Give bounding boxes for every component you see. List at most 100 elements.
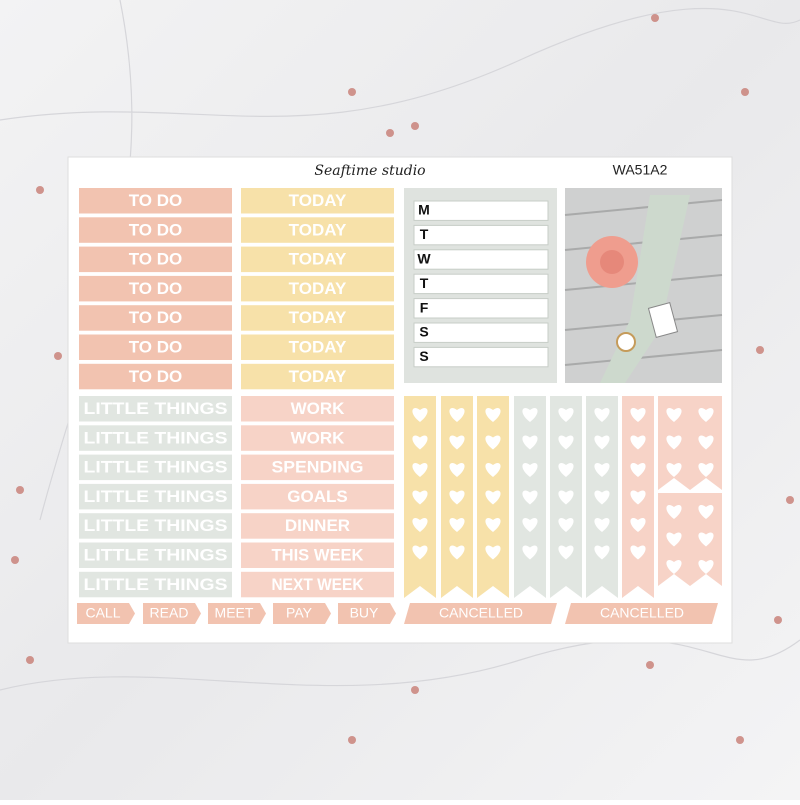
cancelled-bg — [565, 603, 718, 624]
label-text: THIS WEEK — [272, 545, 365, 564]
heart — [698, 505, 714, 519]
tab-label: READ — [150, 605, 189, 621]
heart — [594, 435, 610, 450]
label-text: WORK — [291, 428, 346, 447]
label-bg — [241, 396, 394, 422]
heart — [666, 463, 682, 477]
heart — [449, 490, 465, 505]
heart — [449, 408, 465, 422]
little-things-label-bg — [79, 396, 232, 422]
today-label: TODAY — [289, 337, 347, 356]
heart — [594, 518, 610, 532]
heart — [558, 518, 574, 532]
sparkle — [36, 186, 44, 194]
sparkle — [756, 346, 764, 354]
label-text: WORK — [291, 399, 346, 418]
weekday: T — [420, 226, 429, 242]
heart — [630, 490, 646, 505]
to-do-label-bg — [79, 246, 232, 273]
today-label: TODAY — [289, 279, 347, 298]
sparkle — [348, 736, 356, 744]
little-things-label-bg — [79, 542, 232, 568]
label-bg — [241, 542, 394, 568]
heart — [666, 560, 682, 574]
heart — [594, 545, 610, 560]
little-things-label-bg — [79, 454, 232, 481]
sparkle — [54, 352, 62, 360]
heart — [630, 463, 646, 477]
to-do-label: TO DO — [129, 367, 183, 386]
weekday: T — [420, 275, 429, 291]
weekday: S — [419, 324, 428, 340]
heart — [558, 545, 574, 560]
cancelled-label: CANCELLED — [600, 605, 684, 621]
to-do-label: TO DO — [129, 250, 183, 269]
little-things-label: LITTLE THINGS — [84, 428, 228, 447]
sparkle — [741, 88, 749, 96]
weekly-line — [413, 298, 549, 319]
little-things-label-bg — [79, 513, 232, 539]
heart — [666, 532, 682, 547]
weekly-line — [413, 273, 549, 295]
coffee-cup — [616, 332, 636, 352]
to-do-label: TO DO — [129, 191, 183, 210]
to-do-label-bg — [79, 305, 232, 331]
label-bg — [241, 513, 394, 539]
weekly-line — [413, 346, 549, 368]
sparkle — [16, 486, 24, 494]
weekday: M — [418, 202, 430, 218]
sparkle — [411, 686, 419, 694]
today-label-bg — [241, 188, 394, 214]
heart — [630, 518, 646, 532]
sparkle — [11, 556, 19, 564]
heart — [666, 408, 682, 422]
tab-label: CALL — [85, 605, 120, 621]
photo-sticker — [564, 188, 723, 383]
little-things-label: LITTLE THINGS — [84, 487, 228, 506]
label-text: SPENDING — [272, 458, 364, 477]
heart — [449, 435, 465, 450]
heart — [558, 463, 574, 477]
cancelled-label: CANCELLED — [439, 605, 523, 621]
weekday: F — [420, 299, 429, 315]
heart — [412, 463, 428, 477]
weekday: S — [419, 348, 428, 364]
heart — [485, 408, 501, 422]
today-label: TODAY — [289, 308, 347, 327]
heart — [698, 408, 714, 422]
heart — [522, 518, 538, 532]
today-label-bg — [241, 246, 394, 273]
heart — [485, 490, 501, 505]
tab-bg — [273, 603, 331, 624]
tab-bg — [338, 603, 396, 624]
to-do-label: TO DO — [129, 337, 183, 356]
heart — [449, 545, 465, 560]
weekly-line — [413, 224, 549, 246]
heart — [449, 518, 465, 532]
today-label: TODAY — [289, 250, 347, 269]
sparkle — [651, 14, 659, 22]
heart — [485, 518, 501, 532]
weekday: W — [417, 251, 431, 267]
sparkle — [786, 496, 794, 504]
today-label: TODAY — [289, 220, 347, 239]
heart — [412, 490, 428, 505]
little-things-label: LITTLE THINGS — [84, 458, 228, 477]
little-things-label: LITTLE THINGS — [84, 575, 228, 594]
little-things-label-bg — [79, 571, 232, 598]
today-label-bg — [241, 275, 394, 302]
heart — [698, 435, 714, 450]
to-do-label-bg — [79, 275, 232, 302]
today-label-bg — [241, 217, 394, 243]
sparkle — [736, 736, 744, 744]
sheet-code: WA51A2 — [613, 162, 668, 178]
heart — [666, 505, 682, 519]
heart — [558, 435, 574, 450]
heart — [594, 408, 610, 422]
to-do-label: TO DO — [129, 279, 183, 298]
weekly-line — [413, 322, 549, 343]
heart — [558, 490, 574, 505]
label-text: NEXT WEEK — [272, 575, 365, 594]
heart — [698, 463, 714, 477]
